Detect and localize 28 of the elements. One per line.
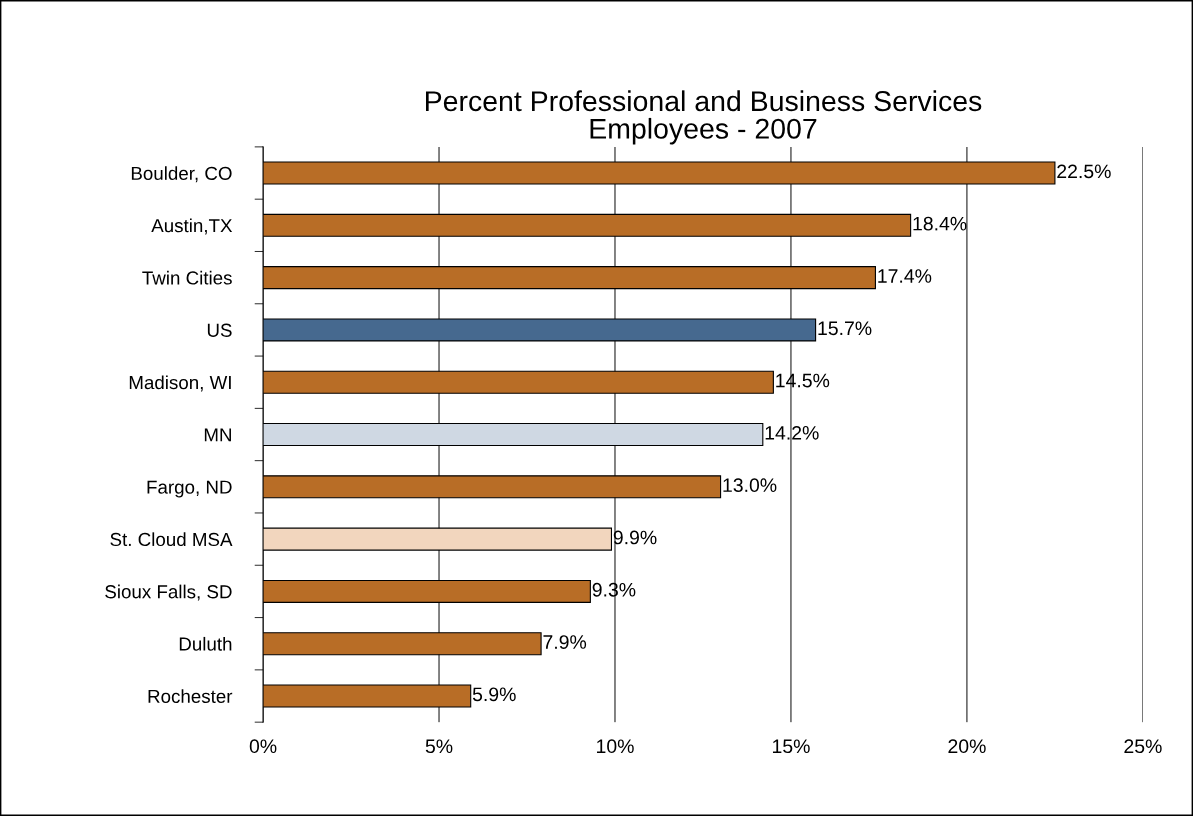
chart-title: Percent Professional and Business Services Employees - 2007: [426, 90, 982, 145]
y-tick-label: Twin Cities: [142, 270, 232, 285]
x-tick-label: 20%: [948, 739, 986, 754]
data-label: 13.0%: [723, 478, 777, 493]
y-tick-label: Sioux Falls, SD: [105, 584, 232, 601]
data-label: 22.5%: [1057, 164, 1111, 179]
y-tick-label: Boulder, CO: [131, 166, 232, 183]
y-tick-label: Rochester: [148, 689, 233, 703]
data-label: 17.4%: [878, 269, 932, 283]
data-label: 5.9%: [472, 687, 516, 702]
y-tick-label: Fargo, ND: [147, 480, 232, 498]
y-tick-label: St. Cloud MSA: [110, 532, 233, 547]
x-tick-label: 5%: [425, 739, 453, 754]
data-label: 7.9%: [543, 635, 587, 649]
data-label: 9.3%: [592, 582, 636, 597]
y-tick-label: Madison, WI: [129, 375, 231, 392]
x-tick-label: 25%: [1124, 739, 1162, 754]
x-tick-label: 0%: [249, 739, 277, 754]
y-tick-label: Austin,TX: [151, 218, 233, 235]
data-label: 14.2%: [765, 425, 819, 440]
data-label: 9.9%: [613, 530, 657, 545]
x-tick-label: 15%: [772, 739, 810, 754]
y-tick-label: Duluth: [179, 636, 232, 651]
y-tick-label: US: [207, 323, 232, 337]
y-tick-label: MN: [204, 428, 231, 442]
data-label: 15.7%: [818, 321, 872, 336]
data-label: 14.5%: [776, 373, 830, 388]
x-tick-label: 10%: [597, 739, 634, 754]
